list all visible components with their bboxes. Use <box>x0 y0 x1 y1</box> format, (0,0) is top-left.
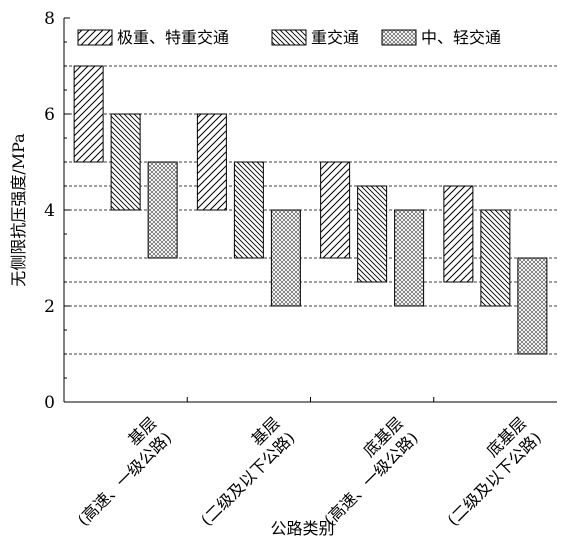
legend-label-1: 重交通 <box>311 28 359 47</box>
bar-cat3-series0 <box>443 185 474 283</box>
x-tick-label-line: (二级及以下公路) <box>197 428 298 529</box>
x-tick-label: 底基层(二级及以下公路) <box>443 413 544 529</box>
x-tick-label-line: (高速、一级公路) <box>74 428 175 529</box>
legend-swatch-1 <box>271 29 307 46</box>
bar-cat3-series2 <box>517 257 548 355</box>
y-tick-label: 8 <box>44 9 55 29</box>
bar-cat1-series0 <box>196 113 227 211</box>
bar-cat2-series1 <box>357 185 388 283</box>
legend-label-2: 中、轻交通 <box>421 28 501 47</box>
legend-swatch-2 <box>381 29 417 46</box>
x-tick-label: 底基层(高速、一级公路) <box>320 413 421 529</box>
x-axis-label: 公路类别 <box>270 519 334 538</box>
legend: 极重、特重交通 重交通 中、轻交通 <box>77 28 501 47</box>
y-tick-label: 4 <box>44 201 55 221</box>
bar-cat2-series0 <box>320 161 351 259</box>
bar-cat1-series2 <box>270 209 301 307</box>
x-tick-label: 基层(高速、一级公路) <box>74 413 175 529</box>
bar-cat3-series1 <box>480 209 511 307</box>
bar-cat1-series1 <box>233 161 264 259</box>
y-tick-label: 0 <box>44 393 55 413</box>
bar-cat2-series2 <box>394 209 425 307</box>
y-tick-label: 6 <box>44 105 55 125</box>
y-axis-label: 无侧限抗压强度/MPa <box>9 133 28 287</box>
bar-cat0-series2 <box>147 161 178 259</box>
x-tick-label: 基层(二级及以下公路) <box>197 413 298 529</box>
bar-cat0-series0 <box>73 65 104 163</box>
legend-swatch-0 <box>77 29 113 46</box>
y-tick-label: 2 <box>44 297 55 317</box>
bar-cat0-series1 <box>110 113 141 211</box>
legend-label-0: 极重、特重交通 <box>117 28 229 47</box>
